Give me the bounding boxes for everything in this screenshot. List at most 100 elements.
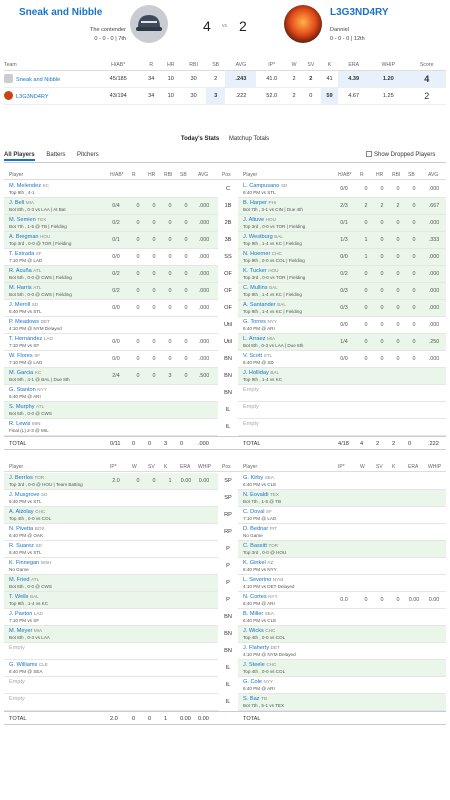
batter-row-left[interactable]: S. Murphy ATL Bot 5th , 0-0 @ CWS	[4, 402, 218, 419]
pitcher-row-left[interactable]: Empty	[4, 677, 218, 694]
pitcher-row-right[interactable]: G. Cole NYY 6:40 PM @ ARI	[238, 677, 446, 694]
pitcher-player-name[interactable]: G. Kirby SEA	[243, 475, 274, 481]
pitcher-row-right[interactable]: J. Wicks CHC Top 4th , 0-0 vs COL	[238, 626, 446, 643]
batter-row-left[interactable]: T. Estrada SF 7:10 PM @ LAD 0/0 0 0 0 0.000	[4, 249, 218, 266]
batter-player-name[interactable]: C. Mullins BAL	[243, 285, 278, 291]
batter-player-name[interactable]: P. Meadows DET	[9, 319, 50, 325]
pitcher-row-right[interactable]: N. Cortes NYY 6:40 PM @ ARI 0.0 0 0 0 0.00 0.00	[238, 592, 446, 609]
batter-player-name[interactable]: L. Arraez MIA	[243, 336, 275, 342]
batter-row-right[interactable]: Empty	[238, 402, 446, 419]
batter-row-right[interactable]: J. Altuve HOU Top 3rd , 0-0 vs TOR | Fiel…	[238, 215, 446, 232]
pitcher-player-name[interactable]: K. Finnegan WSH	[9, 560, 51, 566]
batter-player-name[interactable]: J. Holliday BAL	[243, 370, 279, 376]
pitcher-row-left[interactable]: M. Meyer MIA Bot 8th , 0-3 vs LAA	[4, 626, 218, 643]
pitcher-player-name[interactable]: J. Berríos TOR	[9, 475, 44, 481]
pitcher-player-name[interactable]: G. Williams CLE	[9, 662, 48, 668]
batter-row-left[interactable]: M. Harris ATL Bot 5th , 0-0 @ CWS | Field…	[4, 283, 218, 300]
batter-row-right[interactable]: N. Hoerner CHC Top 9th , 0-0 vs COL | Fie…	[238, 249, 446, 266]
pitcher-row-right[interactable]: C. Bassitt TOR Top 3rd , 0-0 @ HOU	[238, 541, 446, 558]
pitcher-player-name[interactable]: M. Fried ATL	[9, 577, 39, 583]
tab-pitchers[interactable]: Pitchers	[77, 152, 99, 158]
batter-player-name[interactable]: N. Hoerner CHC	[243, 251, 282, 257]
batter-row-left[interactable]: M. Semien TEX Bot 7th , 1-5 @ TB | Fieldi…	[4, 215, 218, 232]
pitcher-row-left[interactable]: G. Williams CLE 6:40 PM @ SEA	[4, 660, 218, 677]
pitcher-player-name[interactable]: C. Doval SF	[243, 509, 272, 515]
batter-row-left[interactable]: R. Acuña ATL Bot 5th , 0-0 @ CWS | Fieldi…	[4, 266, 218, 283]
pitcher-player-name[interactable]: J. Steele CHC	[243, 662, 276, 668]
left-team-name[interactable]: Sneak and Nibble	[19, 7, 103, 18]
pitcher-player-name[interactable]: N. Eovaldi TEX	[243, 492, 279, 498]
pitcher-row-left[interactable]: N. Pivetta BOS 6:40 PM @ OAK	[4, 524, 218, 541]
tab-batters[interactable]: Batters	[46, 152, 66, 158]
pitcher-row-left[interactable]: J. Paxton LAD 7:10 PM vs SF	[4, 609, 218, 626]
batter-player-name[interactable]: R. Acuña ATL	[9, 268, 41, 274]
batter-row-right[interactable]: G. Torres NYY 6:40 PM @ ARI 0/0 0 0 0 0.000	[238, 317, 446, 334]
pitcher-player-name[interactable]: G. Cole NYY	[243, 679, 273, 685]
summary-team-name[interactable]: L3G3ND4RY	[4, 87, 94, 105]
batter-player-name[interactable]: K. Tucker HOU	[243, 268, 278, 274]
pitcher-player-name[interactable]: T. Wells BAL	[9, 594, 39, 600]
show-dropped-checkbox[interactable]	[366, 151, 372, 157]
batter-player-name[interactable]: V. Scott STL	[243, 353, 272, 359]
batter-row-right[interactable]: Empty	[238, 385, 446, 402]
pitcher-player-name[interactable]: A. Alzolay CHC	[9, 509, 45, 515]
batter-player-name[interactable]: M. Garcia KC	[9, 370, 41, 376]
batter-row-right[interactable]: J. Westburg BAL Top 9th , 1-4 vs KC | Fie…	[238, 232, 446, 249]
batter-row-right[interactable]: B. Harper PHI Bot 7th , 3-1 vs CIN | Due …	[238, 198, 446, 215]
pitcher-row-left[interactable]: T. Wells BAL Top 9th , 1-4 vs KC	[4, 592, 218, 609]
pitcher-player-name[interactable]: B. Miller SEA	[243, 611, 274, 617]
batter-player-name[interactable]: M. Melendez KC	[9, 183, 49, 189]
batter-player-name[interactable]: Empty	[243, 404, 259, 410]
batter-player-name[interactable]: M. Semien TEX	[9, 217, 46, 223]
batter-row-left[interactable]: W. Flores SF 7:10 PM @ LAD 0/0 0 0 0 0.000	[4, 351, 218, 368]
batter-player-name[interactable]: J. Merrill SD	[9, 302, 38, 308]
batter-row-left[interactable]: G. Stanton NYY 6:40 PM @ ARI	[4, 385, 218, 402]
pitcher-row-right[interactable]: G. Kirby SEA 6:40 PM vs CLE	[238, 473, 446, 490]
batter-row-left[interactable]: P. Meadows DET 4:10 PM @ NYM Delayed	[4, 317, 218, 334]
right-team-name[interactable]: L3G3ND4RY	[330, 7, 389, 18]
tab-matchup-totals[interactable]: Matchup Totals	[228, 136, 270, 142]
batter-row-left[interactable]: J. Merrill SD 6:40 PM vs STL 0/0 0 0 0 0.000	[4, 300, 218, 317]
pitcher-player-name[interactable]: J. Paxton LAD	[9, 611, 43, 617]
batter-player-name[interactable]: B. Harper PHI	[243, 200, 276, 206]
batter-player-name[interactable]: L. Campusano SD	[243, 183, 287, 189]
batter-row-right[interactable]: K. Tucker HOU Top 3rd , 0-0 vs TOR | Fiel…	[238, 266, 446, 283]
pitcher-row-left[interactable]: Empty	[4, 694, 218, 711]
batter-player-name[interactable]: Empty	[243, 421, 259, 427]
pitcher-row-left[interactable]: R. Suarez SD 6:40 PM vs STL	[4, 541, 218, 558]
left-team-avatar[interactable]	[130, 5, 168, 43]
batter-row-right[interactable]: Empty	[238, 419, 446, 436]
batter-player-name[interactable]: Empty	[243, 387, 259, 393]
pitcher-player-name[interactable]: N. Pivetta BOS	[9, 526, 45, 532]
pitcher-row-right[interactable]: D. Bednar PIT No Game	[238, 524, 446, 541]
batter-row-left[interactable]: A. Bregman HOU Top 3rd , 0-0 @ TOR | Fiel…	[4, 232, 218, 249]
batter-player-name[interactable]: J. Altuve HOU	[243, 217, 276, 223]
pitcher-player-name[interactable]: Empty	[9, 696, 25, 702]
batter-row-right[interactable]: L. Campusano SD 6:40 PM vs STL 0/0 0 0 0 0.000	[238, 181, 446, 198]
right-team-avatar[interactable]	[284, 5, 322, 43]
pitcher-row-right[interactable]: J. Flaherty DET 4:10 PM @ NYM Delayed	[238, 643, 446, 660]
batter-row-left[interactable]: J. Bell MIA Bot 8th , 0-3 vs LAA | At Bat…	[4, 198, 218, 215]
batter-player-name[interactable]: R. Lewis MIN	[9, 421, 40, 427]
pitcher-player-name[interactable]: D. Bednar PIT	[243, 526, 277, 532]
pitcher-player-name[interactable]: J. Musgrove SD	[9, 492, 47, 498]
pitcher-player-name[interactable]: Empty	[9, 679, 25, 685]
pitcher-player-name[interactable]: Empty	[9, 645, 25, 651]
batter-row-right[interactable]: C. Mullins BAL Top 9th , 1-4 vs KC | Fiel…	[238, 283, 446, 300]
batter-player-name[interactable]: A. Bregman HOU	[9, 234, 50, 240]
show-dropped-toggle[interactable]: Show Dropped Players	[366, 151, 435, 158]
batter-row-right[interactable]: L. Arraez MIA Bot 8th , 0-3 vs LAA | Due …	[238, 334, 446, 351]
batter-player-name[interactable]: A. Santander BAL	[243, 302, 286, 308]
batter-player-name[interactable]: J. Westburg BAL	[243, 234, 283, 240]
batter-player-name[interactable]: T. Estrada SF	[9, 251, 42, 257]
batter-player-name[interactable]: T. Hernández LAD	[9, 336, 53, 342]
pitcher-player-name[interactable]: J. Wicks CHC	[243, 628, 275, 634]
pitcher-player-name[interactable]: N. Cortes NYY	[243, 594, 278, 600]
batter-row-left[interactable]: R. Lewis MIN Final (L) 2-3 @ MIL	[4, 419, 218, 436]
pitcher-player-name[interactable]: L. Severino NYM	[243, 577, 283, 583]
pitcher-player-name[interactable]: S. Baz TB	[243, 696, 267, 702]
pitcher-row-right[interactable]: S. Baz TB Bot 7th , 5-1 vs TEX	[238, 694, 446, 711]
batter-row-right[interactable]: V. Scott STL 6:40 PM @ SD 0/0 0 0 0 0.000	[238, 351, 446, 368]
batter-player-name[interactable]: M. Harris ATL	[9, 285, 41, 291]
pitcher-player-name[interactable]: K. Ginkel AZ	[243, 560, 273, 566]
